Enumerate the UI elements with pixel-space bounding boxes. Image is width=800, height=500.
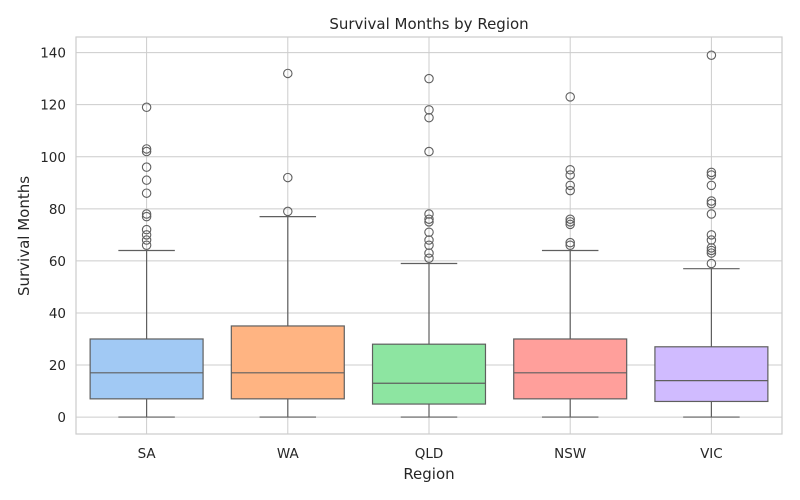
outlier-point (283, 172, 293, 183)
outlier-point (565, 185, 575, 196)
x-tick-labels: SA WA QLD NSW VIC (138, 446, 723, 462)
outlier-point (565, 217, 575, 227)
y-tick-label: 40 (49, 306, 66, 322)
outlier-point (424, 73, 434, 84)
y-tick-label: 100 (40, 150, 66, 166)
y-axis-label: Survival Months (15, 176, 33, 296)
box-group-qld (371, 73, 487, 418)
box-group-nsw (513, 92, 628, 418)
x-tick-label: SA (138, 446, 157, 462)
outlier-point (141, 146, 152, 157)
outlier-point (706, 235, 717, 245)
box-group-wa (230, 68, 345, 418)
outlier-point (424, 112, 434, 123)
chart-title: Survival Months by Region (329, 15, 528, 33)
outlier-point (706, 245, 717, 256)
x-tick-label: VIC (700, 446, 723, 462)
outlier-point (424, 217, 434, 227)
y-tick-label: 60 (49, 254, 66, 270)
outlier-point (424, 214, 434, 224)
outlier-point (565, 237, 575, 248)
iqr-box (654, 346, 769, 403)
outlier-point (141, 235, 152, 245)
y-tick-label: 80 (49, 202, 66, 218)
outlier-point (565, 170, 575, 180)
y-tick-label: 140 (40, 46, 66, 62)
outlier-point (424, 146, 434, 157)
outlier-point (706, 170, 717, 180)
y-tick-label: 0 (57, 410, 66, 426)
outlier-point (706, 167, 717, 178)
outlier-point (424, 253, 434, 264)
outlier-point (141, 102, 152, 113)
x-tick-label: NSW (554, 446, 586, 462)
outlier-point (706, 209, 717, 219)
outlier-point (706, 230, 717, 240)
box-group-vic (654, 50, 769, 418)
iqr-box (513, 338, 628, 400)
y-tick-label: 20 (49, 358, 66, 374)
y-tick-labels: 0 20 40 60 80 100 120 140 (40, 46, 66, 426)
x-axis-label: Region (403, 465, 454, 483)
outlier-point (565, 92, 575, 102)
outlier-point (283, 68, 293, 79)
outlier-point (283, 206, 293, 217)
y-tick-label: 120 (40, 98, 66, 114)
outlier-point (141, 240, 152, 251)
iqr-box (89, 338, 204, 400)
box-group-sa (89, 102, 204, 418)
outlier-point (565, 214, 575, 224)
outlier-point (565, 165, 575, 175)
plot-frame (75, 36, 783, 435)
outlier-point (706, 243, 717, 253)
outlier-point (141, 224, 152, 235)
iqr-box (371, 343, 487, 405)
outlier-point (141, 209, 152, 219)
outlier-point (424, 235, 434, 245)
outlier-point (141, 175, 152, 185)
outlier-point (141, 211, 152, 222)
iqr-box (230, 325, 345, 400)
outlier-point (424, 248, 434, 258)
outlier-point (565, 180, 575, 191)
outlier-point (706, 180, 717, 191)
outlier-point (141, 162, 152, 172)
x-tick-label: QLD (415, 446, 444, 462)
outlier-point (141, 144, 152, 154)
outlier-point (424, 105, 434, 115)
outlier-point (565, 219, 575, 230)
outlier-point (706, 198, 717, 209)
box-plots (89, 50, 769, 418)
outlier-point (424, 240, 434, 251)
outlier-point (565, 240, 575, 251)
outlier-point (706, 50, 717, 60)
x-tick-label: WA (277, 446, 300, 462)
outlier-point (424, 209, 434, 219)
outlier-point (706, 258, 717, 269)
outlier-point (141, 230, 152, 240)
outlier-point (424, 227, 434, 237)
outlier-point (706, 248, 717, 258)
outlier-point (706, 196, 717, 206)
outlier-point (141, 188, 152, 198)
